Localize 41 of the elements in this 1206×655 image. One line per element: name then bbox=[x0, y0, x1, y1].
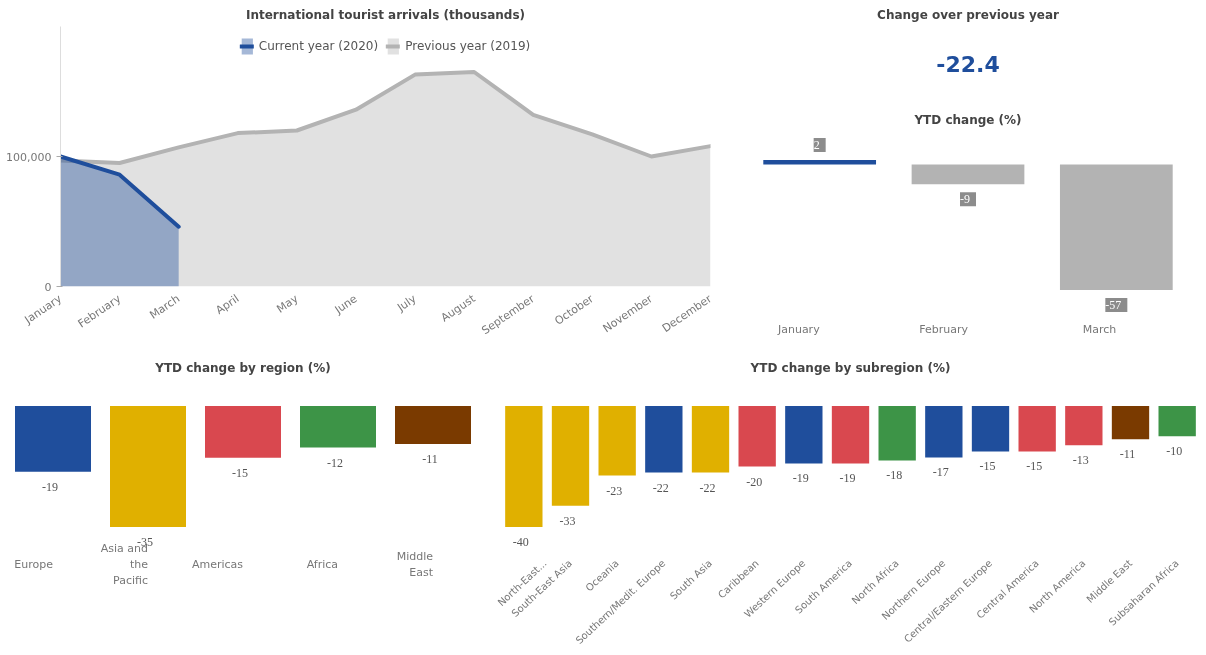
data-label: -17 bbox=[932, 465, 949, 480]
data-label: 2 bbox=[813, 138, 820, 153]
text: Change over previous year bbox=[877, 7, 1060, 22]
legend-label: Previous year (2019) bbox=[405, 39, 531, 53]
chart-title: YTD change by region (%) bbox=[154, 360, 331, 375]
text: -22.4 bbox=[936, 52, 1000, 78]
y-tick-label: 100,000 bbox=[6, 150, 52, 164]
x-tick-label: Americas bbox=[191, 558, 244, 571]
data-label: -19 bbox=[792, 471, 809, 486]
data-label: -11 bbox=[422, 452, 438, 467]
data-label: -57 bbox=[1105, 297, 1122, 312]
data-label: -22 bbox=[652, 480, 669, 495]
data-label: -22 bbox=[699, 480, 716, 495]
x-tick-label: Europe bbox=[14, 558, 54, 571]
data-label: -19 bbox=[42, 479, 58, 494]
data-label: -15 bbox=[232, 465, 248, 480]
data-label: -23 bbox=[606, 483, 623, 498]
data-label: -11 bbox=[1119, 447, 1136, 462]
data-label: -13 bbox=[1072, 453, 1089, 468]
data-label: -18 bbox=[886, 468, 903, 483]
chart-title: International tourist arrivals (thousands) bbox=[245, 7, 526, 22]
data-label: -12 bbox=[327, 455, 343, 470]
data-label: -15 bbox=[979, 459, 996, 474]
data-label: -15 bbox=[1026, 459, 1043, 474]
x-tick-label: July bbox=[394, 291, 420, 315]
x-tick-label: February bbox=[919, 323, 969, 336]
data-label: -40 bbox=[512, 534, 529, 549]
data-label: -10 bbox=[1166, 444, 1183, 459]
x-tick-label: Africa bbox=[306, 558, 338, 571]
legend-label: Current year (2020) bbox=[258, 39, 379, 53]
data-label: -20 bbox=[746, 474, 763, 489]
chart-title: YTD change (%) bbox=[913, 112, 1022, 127]
data-label: -9 bbox=[960, 192, 970, 207]
data-label: -33 bbox=[559, 513, 576, 528]
x-tick-label: Middle East bbox=[396, 550, 434, 579]
chart-title: YTD change by subregion (%) bbox=[749, 360, 951, 375]
x-tick-label: March bbox=[1082, 323, 1117, 336]
data-label: -19 bbox=[839, 471, 856, 486]
x-tick-label: January bbox=[776, 323, 821, 336]
x-tick-label: May bbox=[274, 291, 301, 316]
y-tick-label: 0 bbox=[44, 280, 52, 294]
